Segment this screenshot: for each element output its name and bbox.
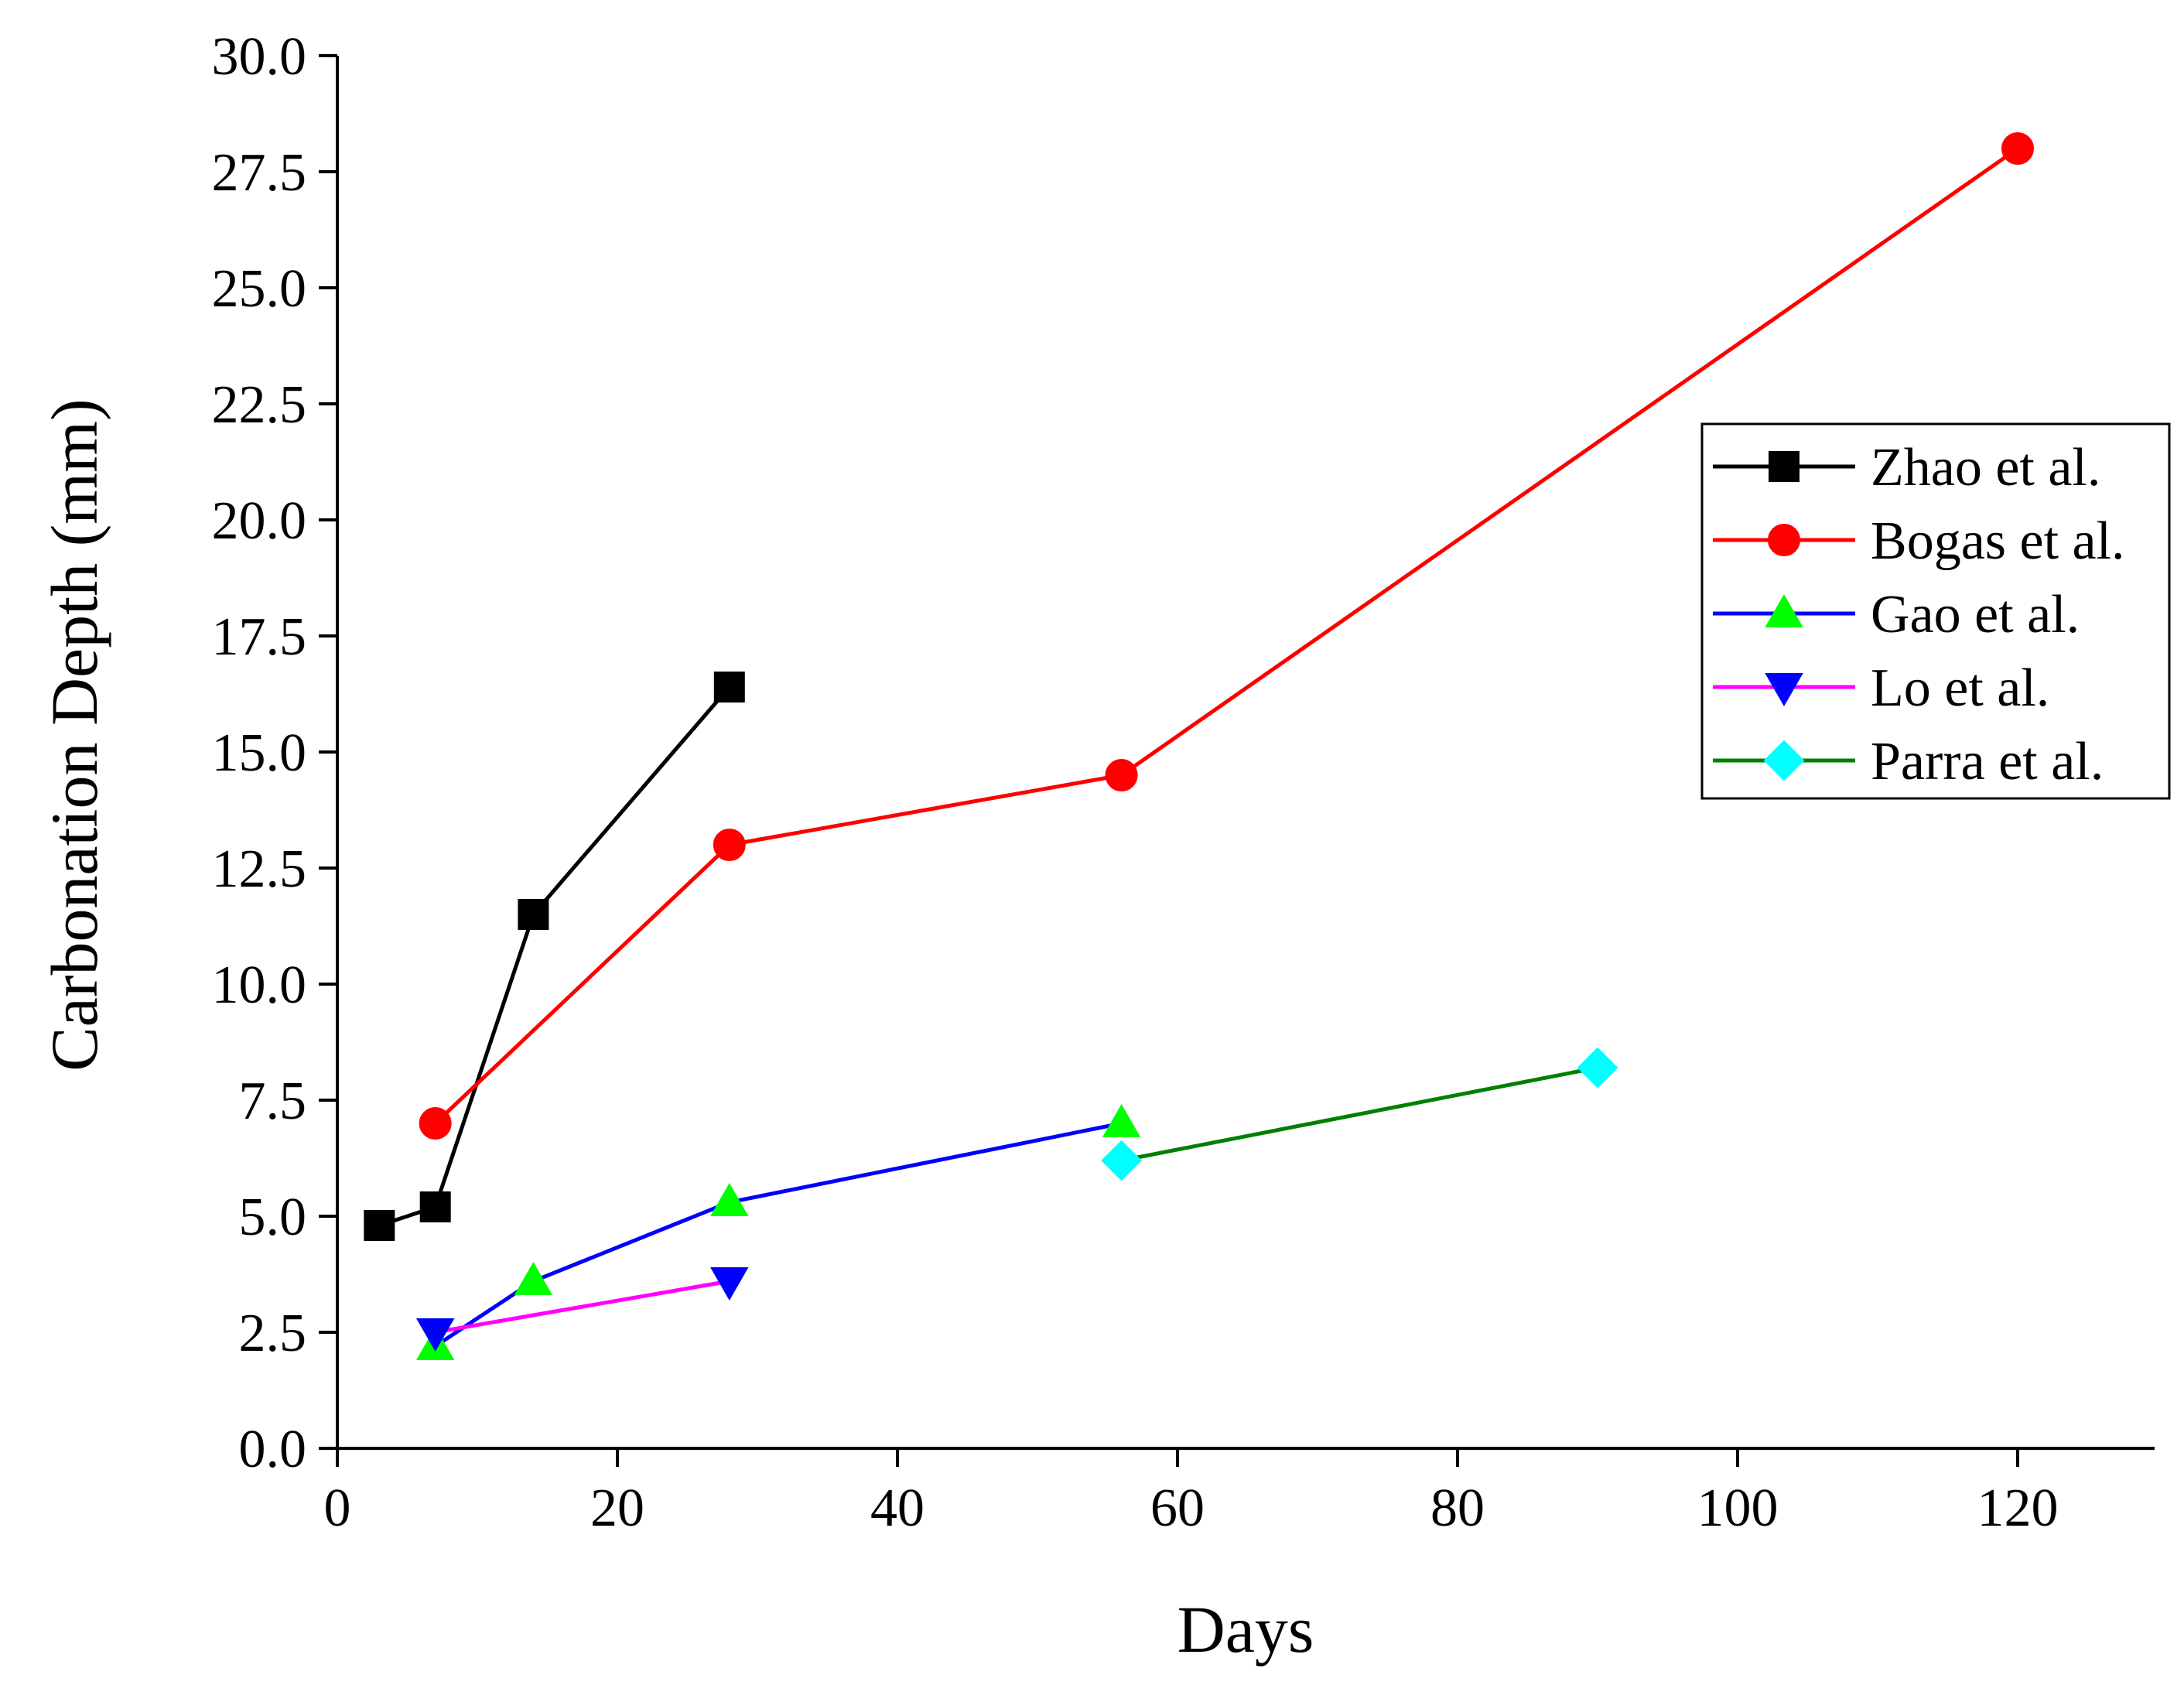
y-tick-label: 22.5 xyxy=(212,375,307,435)
data-point xyxy=(364,1210,395,1241)
data-point xyxy=(1102,1103,1141,1137)
x-tick-label: 40 xyxy=(870,1478,925,1538)
axes: 0.0 2.5 5.0 7.5 10.0 12.5 15.0 17.5 20.0 22.5 25.0… xyxy=(212,27,2155,1538)
data-point xyxy=(713,829,746,861)
legend-marker xyxy=(1763,740,1805,781)
y-ticks: 0.0 2.5 5.0 7.5 10.0 12.5 15.0 17.5 20.0 22.5 25.0… xyxy=(212,27,337,1479)
y-tick-label: 30.0 xyxy=(212,27,307,87)
legend-marker xyxy=(1765,593,1803,627)
legend-label: Gao et al. xyxy=(1871,585,2080,644)
legend-entry: Parra et al. xyxy=(1713,732,2104,791)
series-0 xyxy=(364,672,745,1241)
x-tick-label: 100 xyxy=(1697,1478,1779,1538)
y-tick-label: 15.0 xyxy=(212,723,307,783)
data-point xyxy=(415,1318,455,1352)
series-group xyxy=(364,132,2034,1360)
x-tick-label: 120 xyxy=(1977,1478,2059,1538)
data-point xyxy=(2001,132,2034,165)
series-1 xyxy=(419,132,2034,1140)
legend-marker xyxy=(1768,524,1800,556)
legend-label: Parra et al. xyxy=(1871,732,2104,791)
data-point xyxy=(1577,1047,1618,1089)
x-tick-label: 0 xyxy=(324,1478,351,1538)
data-point xyxy=(713,672,745,702)
y-tick-label: 2.5 xyxy=(239,1304,307,1363)
y-tick-label: 5.0 xyxy=(239,1188,307,1247)
series-line xyxy=(378,685,731,1228)
data-point xyxy=(419,1107,452,1140)
series-4 xyxy=(1101,1047,1618,1181)
x-tick-label: 60 xyxy=(1150,1478,1205,1538)
x-ticks: 0 20 40 60 80 100 120 xyxy=(324,1448,2059,1538)
data-point xyxy=(518,899,549,930)
data-point xyxy=(710,1182,749,1216)
x-axis-title: Days xyxy=(1177,1592,1314,1666)
series-3 xyxy=(415,1267,749,1352)
data-point xyxy=(514,1261,553,1295)
y-tick-label: 12.5 xyxy=(212,839,307,899)
series-2 xyxy=(415,1103,1141,1360)
y-tick-label: 17.5 xyxy=(212,607,307,667)
legend-label: Zhao et al. xyxy=(1871,438,2100,497)
y-tick-label: 20.0 xyxy=(212,491,307,551)
series-line xyxy=(1121,1065,1598,1163)
series-line xyxy=(433,146,2019,1125)
data-point xyxy=(1101,1140,1143,1181)
legend-label: Lo et al. xyxy=(1871,658,2049,718)
legend-marker xyxy=(1769,451,1799,482)
data-point xyxy=(1105,759,1138,791)
data-point xyxy=(710,1267,749,1301)
legend-entry: Lo et al. xyxy=(1713,658,2049,718)
legend-entry: Gao et al. xyxy=(1713,585,2080,644)
x-tick-label: 80 xyxy=(1430,1478,1485,1538)
legend-label: Bogas et al. xyxy=(1871,511,2125,571)
series-line xyxy=(435,1279,730,1335)
series-line xyxy=(434,1121,1123,1348)
x-tick-label: 20 xyxy=(590,1478,644,1538)
y-tick-label: 27.5 xyxy=(212,143,307,203)
y-tick-label: 7.5 xyxy=(239,1072,307,1131)
y-tick-label: 10.0 xyxy=(212,955,307,1015)
legend: Zhao et al. Bogas et al. Gao et al. Lo et a… xyxy=(1700,422,2171,800)
legend-entry: Zhao et al. xyxy=(1713,438,2100,497)
legend-entry: Bogas et al. xyxy=(1713,511,2125,571)
legend-marker xyxy=(1765,673,1803,707)
y-tick-label: 0.0 xyxy=(239,1420,307,1479)
data-point xyxy=(419,1191,451,1222)
y-tick-label: 25.0 xyxy=(212,259,307,319)
y-axis-title: Carbonation Depth (mm) xyxy=(37,398,111,1071)
